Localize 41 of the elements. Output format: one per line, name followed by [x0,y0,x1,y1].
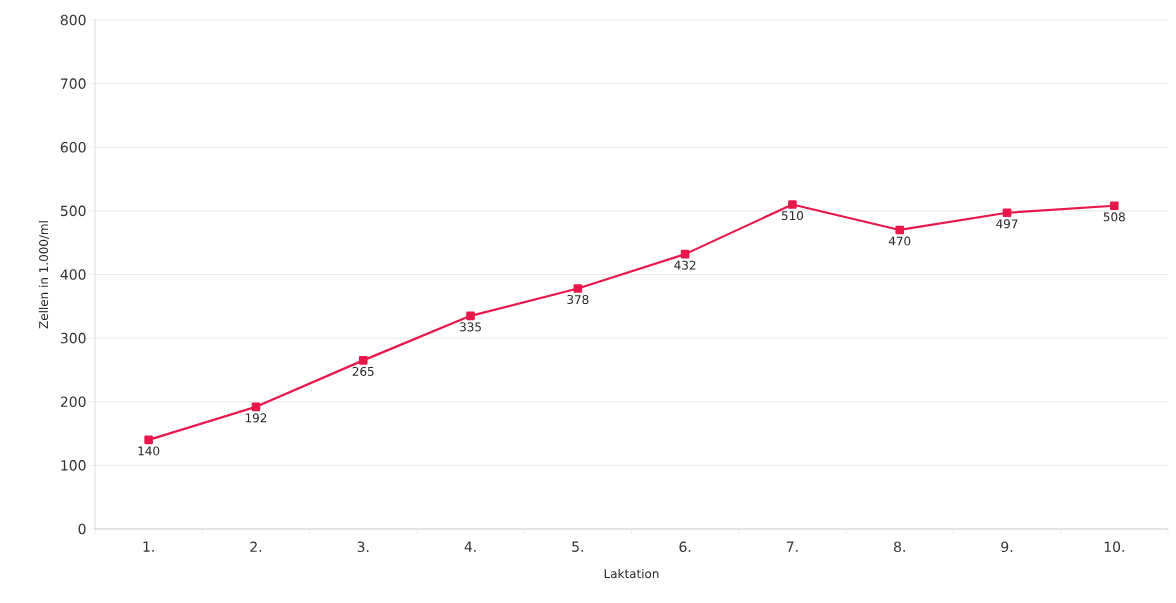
point [1110,201,1119,211]
y-tick-label: 100 [61,460,86,471]
x-tick-label: 8. [894,541,905,553]
data-label: 335 [460,322,481,332]
y-tick-label: 200 [60,396,86,408]
y-tick-label: 700 [61,78,86,89]
point [144,435,153,445]
x-tick-label: 9. [1001,541,1013,553]
x-tick-label: 1. [143,541,154,552]
x-tick-label: 3. [357,541,369,553]
point [358,356,368,365]
y-tick-label: 400 [60,269,86,280]
point [895,225,905,235]
x-tick-label: 4. [464,541,476,552]
point [466,311,475,321]
y-axis-title: Zellen in 1.000/ml [38,221,50,329]
data-label: 470 [888,236,911,246]
y-tick-label: 300 [60,332,86,344]
x-axis-title: Laktation [604,568,659,579]
x-tick-label: 5. [572,541,583,552]
y-tick-label: 0 [78,523,86,535]
y-tick-label: 600 [60,141,86,153]
data-label: 432 [674,260,696,270]
x-tick-label: 6. [679,541,691,553]
point [251,402,261,412]
data-label: 497 [996,219,1018,229]
data-label: 192 [245,413,267,423]
y-tick-label: 800 [60,14,86,26]
point [680,249,690,259]
data-label: 265 [352,366,374,376]
point [1002,208,1012,218]
y-tick-label: 500 [60,205,86,217]
data-label: 140 [138,446,160,456]
data-label: 508 [1103,212,1125,222]
x-tick-label: 2. [250,541,262,552]
x-tick-label: 10. [1104,541,1124,553]
point [788,200,797,209]
data-label: 378 [567,295,589,305]
point [573,284,583,293]
data-label: 510 [781,211,804,221]
x-tick-label: 7. [786,541,798,552]
